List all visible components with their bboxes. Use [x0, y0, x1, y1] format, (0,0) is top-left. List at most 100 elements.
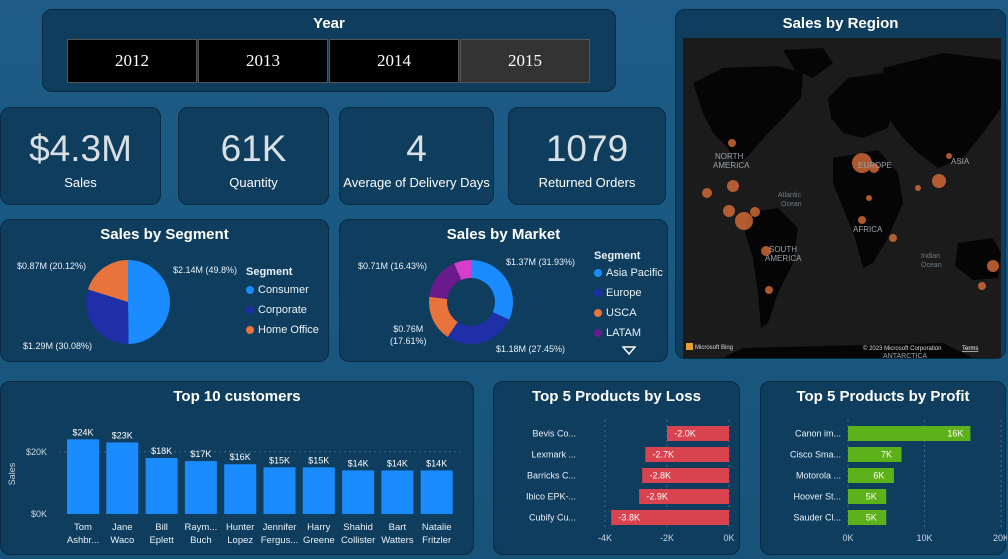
customers-bar-9[interactable]: [420, 470, 453, 514]
profit-x-tick-1: 10K: [916, 533, 932, 543]
customers-category-label-3: Raym...: [185, 522, 218, 533]
year-button-2013[interactable]: 2013: [198, 39, 328, 83]
market-legend-usca[interactable]: USCA: [594, 307, 637, 319]
loss-bar-4[interactable]: [611, 510, 729, 525]
loss-x-tick-2: 0K: [723, 533, 734, 543]
segment-chart-panel: Sales by Segment $0.87M (20.12%) $2.14M …: [0, 219, 329, 362]
legend-dot-icon: [594, 269, 602, 277]
loss-category-label-1: Lexmark ...: [531, 450, 576, 460]
loss-category-label-4: Cubify Cu...: [529, 513, 576, 523]
legend-dot-icon: [246, 326, 254, 334]
map-label-north-america-2: AMERICA: [713, 161, 750, 170]
market-chart-title: Sales by Market: [446, 226, 561, 243]
customers-bar-0[interactable]: [67, 439, 99, 514]
map-bubble: [765, 286, 773, 294]
legend-scroll-down-icon[interactable]: [622, 346, 636, 356]
kpi-value-returned-orders: 1079: [545, 128, 629, 169]
market-legend-asia-pacific[interactable]: Asia Pacific: [594, 267, 663, 279]
segment-legend-title: Segment: [246, 266, 293, 278]
map-bubble: [915, 185, 921, 191]
year-button-2015[interactable]: 2015: [460, 39, 590, 83]
loss-value-label-4: -3.8K: [618, 513, 640, 523]
map-bubble: [932, 174, 946, 188]
customers-value-label-5: $15K: [269, 455, 290, 465]
loss-bar-0[interactable]: [667, 426, 729, 441]
north-america-shape: [693, 66, 803, 166]
map-bubble: [869, 163, 879, 173]
customers-bar-1[interactable]: [106, 442, 139, 514]
market-label-usca-line1: $0.76M: [393, 324, 424, 334]
customers-value-label-2: $18K: [151, 446, 172, 456]
profit-bar-0[interactable]: [848, 426, 971, 441]
kpi-label-sales: Sales: [64, 175, 97, 190]
segment-legend-home-office[interactable]: Home Office: [246, 324, 319, 336]
profit-x-tick-0: 0K: [842, 533, 853, 543]
customers-bar-7[interactable]: [342, 470, 375, 514]
market-slice-europe[interactable]: [447, 312, 510, 344]
kpi-card-quantity: 61K Quantity: [178, 107, 329, 205]
market-label-usca-line2: (17.61%): [390, 336, 427, 346]
segment-legend-corporate-label: Corporate: [258, 304, 307, 316]
market-label-europe: $1.18M (27.45%): [496, 344, 566, 354]
map-bubble: [761, 246, 771, 256]
profit-bar-4[interactable]: [848, 510, 887, 525]
loss-bar-chart: -4K -2K 0K Bevis Co... -2.0K Lexmark ... -2.7K…: [526, 420, 735, 543]
map-bubble: [858, 216, 866, 224]
customers-bar-2[interactable]: [145, 458, 178, 514]
loss-bar-3[interactable]: [639, 489, 729, 504]
map-provider: Microsoft Bing: [695, 345, 733, 351]
profit-bar-1[interactable]: [848, 447, 902, 462]
region-map-title: Sales by Region: [782, 15, 899, 32]
map-label-indian: Indian: [921, 253, 940, 260]
customers-y-tick-0: $0K: [31, 509, 47, 519]
loss-chart-panel: Top 5 Products by Loss -4K -2K 0K Bevis Co.…: [493, 381, 740, 555]
profit-category-label-3: Hoover St...: [793, 492, 841, 502]
kpi-card-returned-orders: 1079 Returned Orders: [508, 107, 666, 205]
segment-legend-consumer[interactable]: Consumer: [246, 284, 309, 296]
loss-bar-1[interactable]: [645, 447, 729, 462]
profit-bar-3[interactable]: [848, 489, 887, 504]
greenland-shape: [783, 48, 833, 78]
customers-bar-3[interactable]: [184, 461, 217, 514]
kpi-label-delivery-days: Average of Delivery Days: [343, 175, 490, 190]
year-button-2012[interactable]: 2012: [67, 39, 197, 83]
market-donut[interactable]: [340, 220, 669, 363]
loss-bar-2[interactable]: [642, 468, 729, 483]
map-attribution: © 2023 Microsoft Corporation: [863, 345, 941, 352]
loss-category-label-3: Ibico EPK-...: [526, 492, 576, 502]
segment-legend-corporate[interactable]: Corporate: [246, 304, 307, 316]
world-map[interactable]: NORTH AMERICA EUROPE ASIA Atlantic Ocean…: [683, 38, 1001, 358]
profit-category-label-4: Sauder Cl...: [793, 513, 841, 523]
segment-label-consumer: $2.14M (49.8%): [173, 265, 238, 275]
market-label-asia-pacific: $1.37M (31.93%): [506, 257, 576, 267]
segment-slice-corporate[interactable]: [86, 289, 129, 344]
customers-bar-5[interactable]: [263, 467, 296, 514]
market-slice-other[interactable]: [454, 260, 471, 281]
customers-category-label-3: Buch: [190, 535, 212, 546]
customers-bar-chart: Sales $0K $20K $24K Tom Ashbr... $23K Jane Waco $…: [7, 427, 461, 546]
year-button-2014[interactable]: 2014: [329, 39, 459, 83]
market-slice-asia-pacific[interactable]: [471, 260, 513, 320]
market-slice-usca[interactable]: [429, 296, 458, 337]
market-legend-europe[interactable]: Europe: [594, 287, 641, 299]
profit-bar-2[interactable]: [848, 468, 894, 483]
market-slice-latam[interactable]: [429, 263, 462, 300]
africa-shape: [833, 150, 903, 268]
loss-category-label-2: Barricks C...: [527, 471, 576, 481]
customers-category-label-4: Lopez: [227, 535, 253, 546]
customers-bar-8[interactable]: [381, 470, 414, 514]
customers-bar-4[interactable]: [224, 464, 257, 514]
customers-category-label-9: Fritzler: [422, 535, 451, 546]
segment-pie[interactable]: [1, 220, 330, 363]
customers-category-label-6: Harry: [307, 522, 330, 533]
customers-category-label-6: Greene: [303, 535, 335, 546]
map-bubble: [750, 207, 760, 217]
customers-value-label-8: $14K: [387, 458, 408, 468]
segment-slice-home-office[interactable]: [87, 260, 128, 302]
segment-slice-consumer[interactable]: [128, 260, 171, 344]
customers-category-label-8: Watters: [381, 535, 414, 546]
market-legend-latam[interactable]: LATAM: [594, 327, 641, 339]
map-label-south-america-2: AMERICA: [765, 254, 802, 263]
customers-bar-6[interactable]: [302, 467, 335, 514]
map-bubble: [727, 180, 739, 192]
